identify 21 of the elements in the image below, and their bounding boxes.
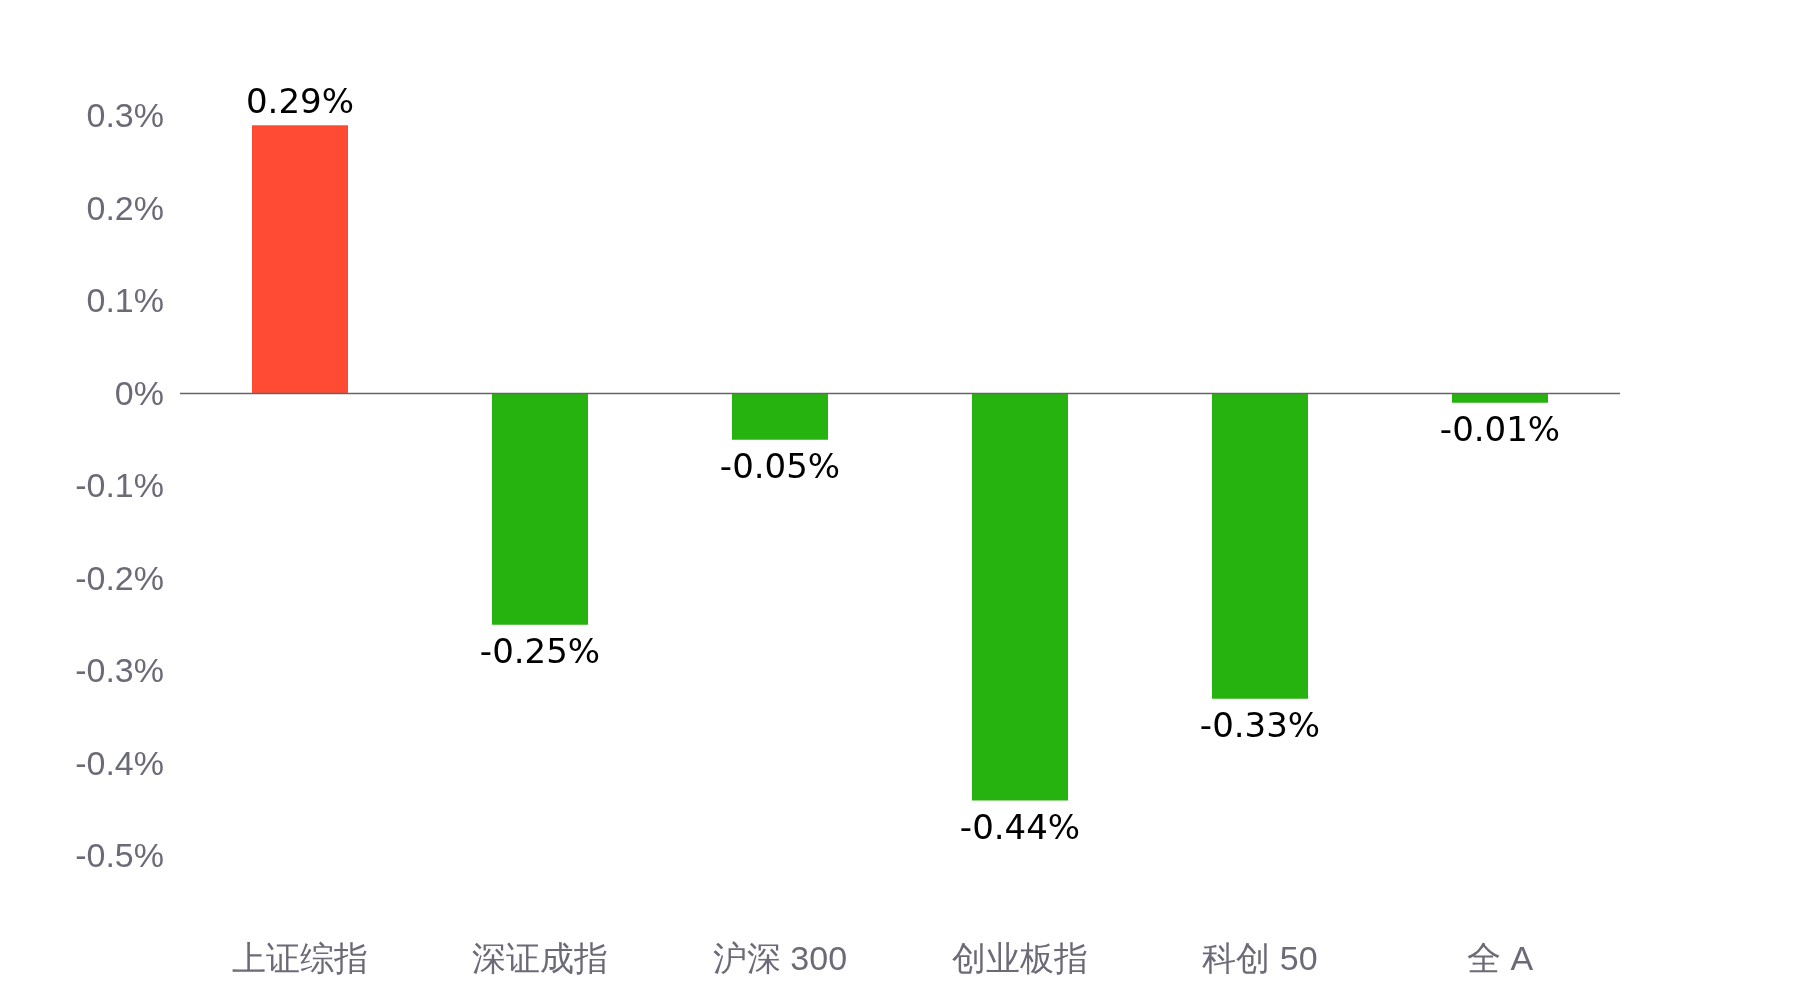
y-tick-label: -0.1% [75, 466, 164, 505]
data-label: -0.05% [719, 445, 841, 486]
y-tick-label: -0.4% [75, 743, 164, 782]
y-tick-label: -0.2% [75, 558, 164, 597]
x-tick-label: 沪深 300 [712, 939, 848, 978]
y-tick-label: 0.1% [86, 281, 164, 320]
data-label: -0.25% [479, 630, 601, 671]
x-tick-label: 深证成指 [472, 939, 608, 978]
data-label: 0.29% [245, 81, 355, 122]
y-tick-label: 0.3% [86, 96, 164, 135]
data-label: -0.01% [1439, 408, 1561, 449]
data-label: -0.33% [1199, 704, 1321, 745]
y-tick-label: 0.2% [86, 188, 164, 227]
y-tick-label: -0.5% [75, 836, 164, 875]
y-tick-label: 0% [114, 373, 164, 412]
x-tick-label: 科创 50 [1202, 939, 1318, 978]
data-label: -0.44% [959, 806, 1081, 847]
x-tick-label: 上证综指 [232, 939, 368, 978]
x-tick-label: 创业板指 [952, 939, 1088, 978]
y-tick-label: -0.3% [75, 651, 164, 690]
x-tick-label: 全 A [1466, 939, 1534, 978]
